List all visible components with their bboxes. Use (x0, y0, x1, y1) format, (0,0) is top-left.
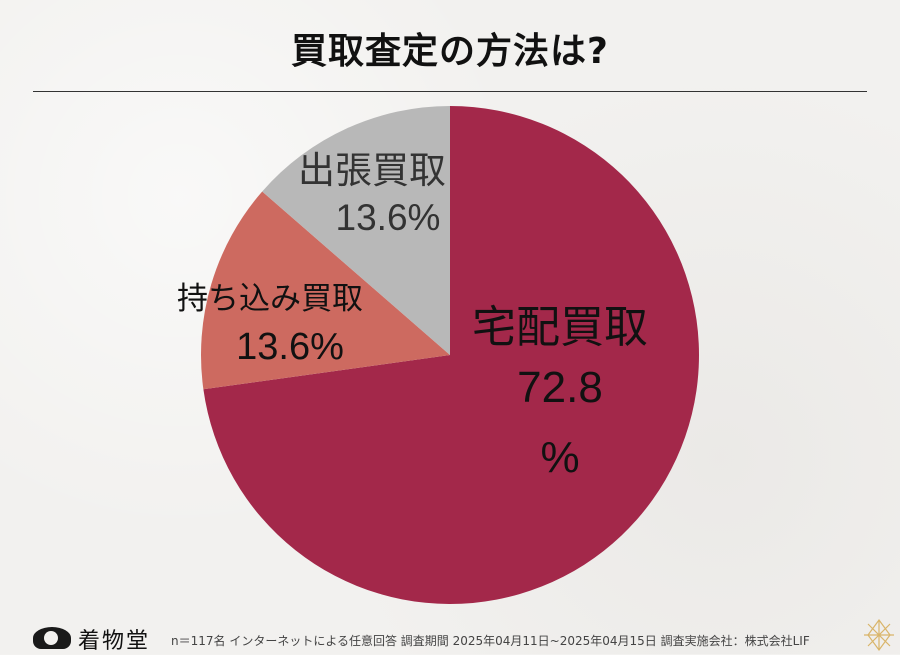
fan-logo-icon (33, 627, 71, 649)
brand-logo-text: 着物堂 (78, 629, 151, 654)
survey-note: n＝117名 インターネットによる任意回答 調査期間 2025年04月11日~2… (171, 634, 810, 648)
slice-carry-in (201, 191, 450, 390)
chart-title: 買取査定の方法は? (291, 31, 609, 72)
slice-home-visit (262, 106, 450, 355)
slice-value-delivery: 72.8 (517, 363, 603, 412)
slice-value-home-visit: 13.6% (336, 197, 441, 238)
slice-label-home-visit: 出張買取 (298, 150, 446, 191)
title-divider (33, 91, 867, 92)
slice-unit-delivery: % (540, 433, 579, 482)
slice-value-carry-in: 13.6% (236, 326, 344, 368)
slice-label-delivery: 宅配買取 (472, 303, 648, 352)
slice-label-carry-in: 持ち込み買取 (177, 281, 363, 316)
footer: 着物堂 n＝117名 インターネットによる任意回答 調査期間 2025年04月1… (0, 618, 900, 654)
asanoha-pattern-icon (864, 618, 894, 652)
slice-delivery (203, 106, 699, 604)
